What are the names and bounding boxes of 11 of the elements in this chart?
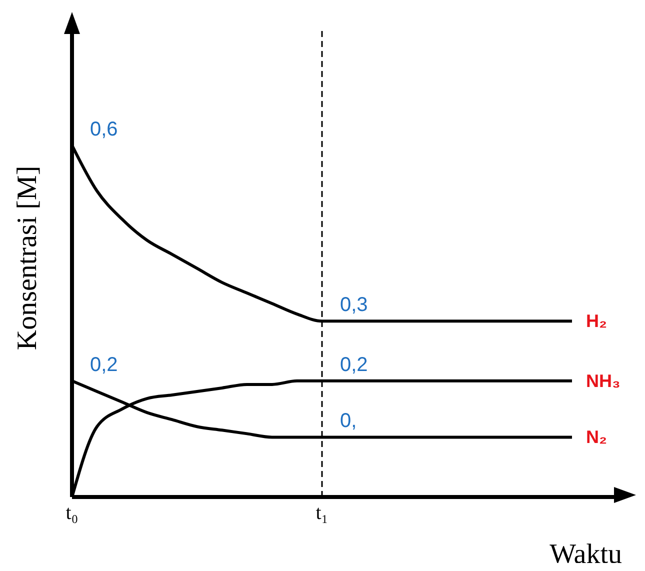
annotation: 0, [340,410,357,432]
x-tick-label: t₁ [316,502,328,524]
annotation: 0,3 [340,294,368,316]
series-label: N₂ [586,427,607,448]
y-axis-title: Konsentrasi [M] [12,166,43,350]
annotation: 0,6 [90,118,118,140]
annotation: 0,2 [340,354,368,376]
x-tick-label: t₀ [66,502,78,524]
series-label: H₂ [586,311,607,332]
annotation: 0,2 [90,354,118,376]
series-label: NH₃ [586,370,620,391]
